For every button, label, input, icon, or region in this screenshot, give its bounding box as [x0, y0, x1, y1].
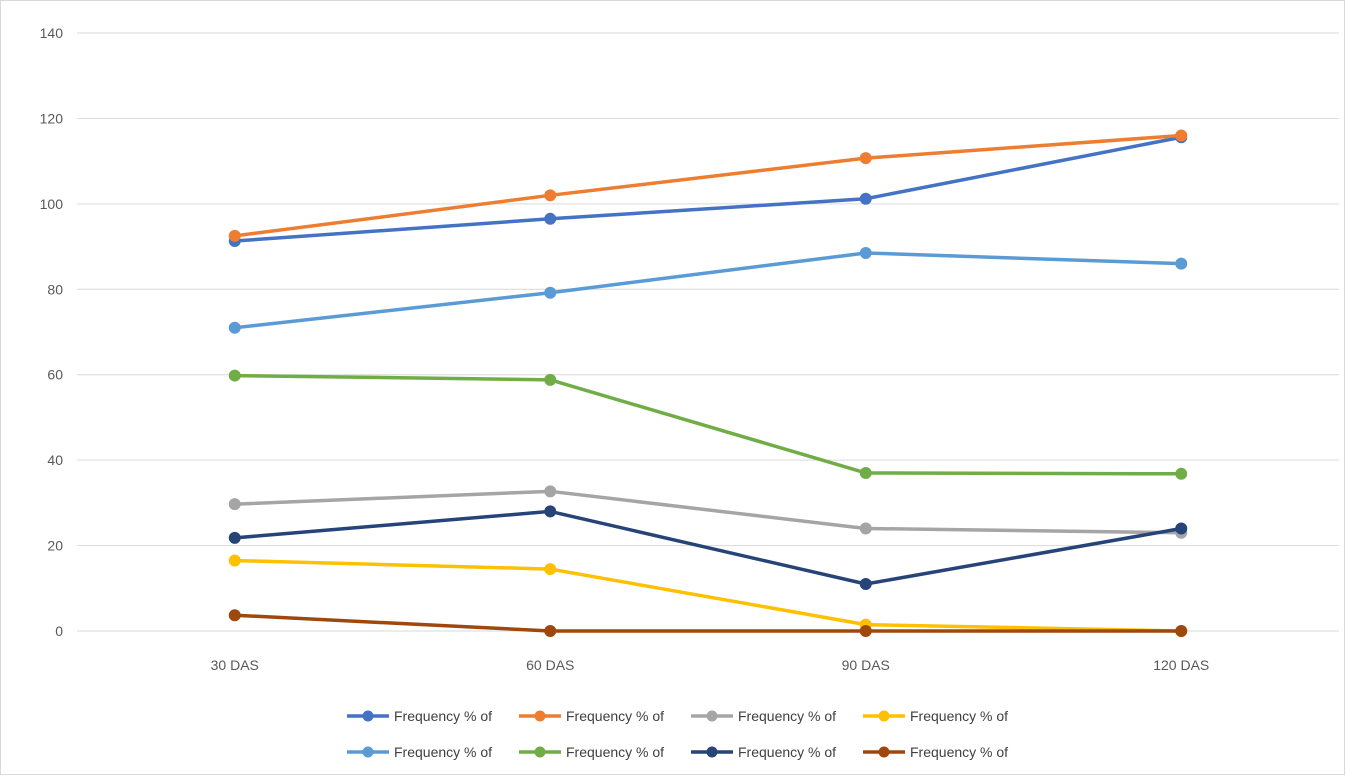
- series-2: [228, 129, 1188, 242]
- series-6: [228, 369, 1188, 480]
- legend-item: Frequency % of: [691, 744, 836, 760]
- legend: Frequency % of Frequency % of Frequency % …: [347, 708, 1008, 760]
- legend-label: Frequency % of: [910, 708, 1008, 724]
- legend-marker: [362, 710, 374, 722]
- y-tick-label: 100: [40, 196, 64, 212]
- data-point: [859, 578, 872, 591]
- data-point: [228, 498, 241, 511]
- data-point: [1175, 129, 1188, 142]
- series-line: [233, 251, 1183, 330]
- series-3: [228, 485, 1188, 539]
- data-point: [544, 625, 557, 637]
- data-point: [1175, 522, 1188, 535]
- data-point: [228, 554, 241, 567]
- y-tick-label: 80: [47, 281, 63, 297]
- legend-item: Frequency % of: [347, 708, 492, 724]
- legend-label: Frequency % of: [738, 708, 836, 724]
- data-point: [859, 246, 872, 259]
- legend-marker: [706, 710, 718, 722]
- data-point: [544, 563, 557, 576]
- legend-item: Frequency % of: [519, 744, 664, 760]
- y-tick-label: 40: [47, 452, 63, 468]
- data-point: [228, 369, 241, 382]
- series-1: [228, 131, 1188, 248]
- data-point: [1175, 625, 1188, 637]
- series-line: [233, 509, 1183, 586]
- gridlines: [77, 32, 1339, 632]
- legend-label: Frequency % of: [566, 708, 664, 724]
- y-tick-label: 20: [47, 538, 63, 554]
- legend-marker: [534, 710, 546, 722]
- data-point: [859, 152, 872, 165]
- legend-marker: [534, 746, 546, 758]
- legend-marker: [362, 746, 374, 758]
- series-line: [233, 489, 1183, 535]
- data-point: [544, 286, 557, 299]
- legend-label: Frequency % of: [566, 744, 664, 760]
- legend-label: Frequency % of: [394, 708, 492, 724]
- data-point: [859, 466, 872, 479]
- y-tick-label: 0: [55, 623, 63, 639]
- series-4: [228, 554, 1188, 637]
- legend-marker: [878, 746, 890, 758]
- legend-item: Frequency % of: [347, 744, 492, 760]
- data-point: [859, 522, 872, 535]
- data-point: [228, 531, 241, 544]
- y-tick-label: 140: [40, 25, 64, 41]
- x-tick-label: 30 DAS: [211, 657, 259, 673]
- data-point: [859, 625, 872, 637]
- legend-marker: [878, 710, 890, 722]
- data-point: [1175, 467, 1188, 480]
- series-lines: [228, 129, 1188, 637]
- x-tick-label: 60 DAS: [526, 657, 574, 673]
- data-point: [228, 321, 241, 334]
- data-point: [228, 229, 241, 242]
- legend-item: Frequency % of: [691, 708, 836, 724]
- data-point: [544, 485, 557, 498]
- legend-item: Frequency % of: [863, 744, 1008, 760]
- y-tick-label: 60: [47, 367, 63, 383]
- data-point: [859, 192, 872, 205]
- legend-item: Frequency % of: [519, 708, 664, 724]
- x-tick-label: 90 DAS: [842, 657, 890, 673]
- legend-item: Frequency % of: [863, 708, 1008, 724]
- x-tick-label: 120 DAS: [1153, 657, 1209, 673]
- data-point: [544, 189, 557, 202]
- series-line: [233, 135, 1183, 243]
- y-axis-tick-labels: 0 20 40 60 80 100 120 140: [40, 25, 64, 639]
- series-line: [233, 613, 1183, 633]
- series-line: [233, 558, 1183, 633]
- x-axis-tick-labels: 30 DAS 60 DAS 90 DAS 120 DAS: [211, 657, 1210, 673]
- legend-label: Frequency % of: [394, 744, 492, 760]
- y-tick-label: 120: [40, 110, 64, 126]
- series-line: [233, 133, 1183, 238]
- series-5: [228, 246, 1188, 334]
- series-8: [228, 609, 1188, 637]
- data-point: [544, 212, 557, 225]
- series-7: [228, 505, 1188, 591]
- legend-marker: [706, 746, 718, 758]
- series-line: [233, 373, 1183, 476]
- data-point: [544, 373, 557, 386]
- data-point: [544, 505, 557, 518]
- legend-label: Frequency % of: [910, 744, 1008, 760]
- data-point: [228, 609, 241, 622]
- data-point: [1175, 257, 1188, 270]
- legend-label: Frequency % of: [738, 744, 836, 760]
